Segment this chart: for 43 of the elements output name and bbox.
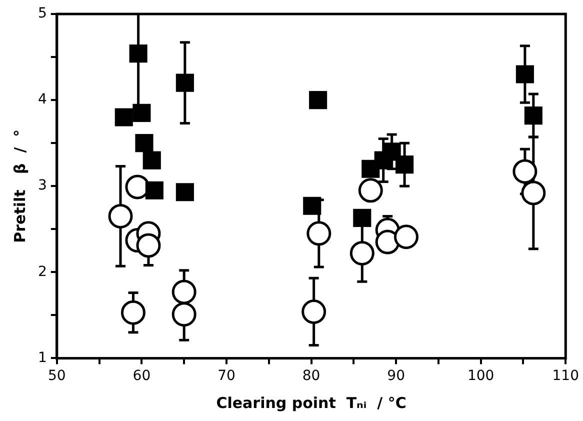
point (309, 91, 328, 110)
point (521, 180, 546, 206)
point (396, 156, 414, 174)
x-tick-label: 110 (552, 368, 580, 384)
point (302, 299, 326, 324)
point (114, 108, 133, 126)
point (303, 196, 322, 215)
point (382, 142, 401, 161)
y-tick-label: 5 (38, 6, 47, 22)
y-tick-label: 4 (38, 92, 47, 108)
y-axis-title: Pretilt β / ° (10, 129, 29, 243)
point (176, 183, 194, 202)
point (176, 74, 194, 92)
point (394, 224, 418, 250)
y-tick-label: 3 (38, 178, 47, 194)
point (108, 204, 133, 228)
point (172, 280, 196, 304)
point (306, 221, 332, 246)
point (135, 134, 154, 152)
point (350, 240, 374, 266)
point (129, 44, 148, 63)
point (120, 300, 146, 325)
point (524, 106, 542, 125)
point (353, 208, 372, 227)
point (516, 65, 534, 84)
point (132, 104, 151, 122)
x-tick-label: 100 (467, 368, 494, 384)
point (512, 159, 538, 184)
point (145, 181, 164, 200)
point (375, 230, 400, 254)
x-tick-label: 50 (48, 368, 66, 384)
point (172, 302, 196, 327)
x-tick-label: 60 (132, 368, 151, 384)
y-tick-label: 1 (38, 350, 47, 366)
y-tick-label: 2 (38, 264, 47, 280)
x-axis-title: Clearing point Tₙᵢ / °C (216, 394, 406, 412)
point (142, 151, 161, 170)
point (358, 178, 383, 203)
x-tick-label: 70 (218, 368, 236, 384)
x-tick-label: 80 (302, 368, 320, 384)
x-tick-label: 90 (387, 368, 405, 384)
point (136, 233, 161, 258)
point (125, 174, 150, 200)
